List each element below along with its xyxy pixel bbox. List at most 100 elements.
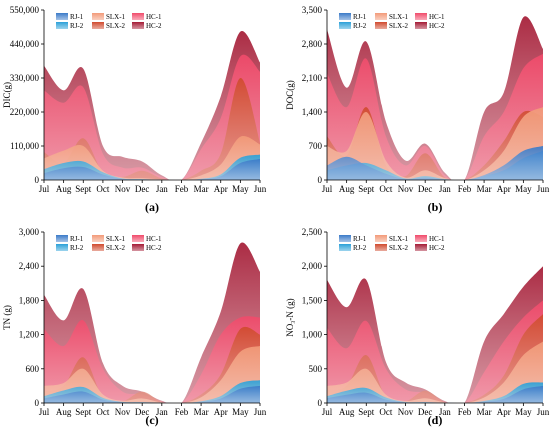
y-tick-label: 700 — [309, 141, 323, 151]
legend-swatch-hc-2 — [415, 244, 427, 251]
y-axis-label: DOC(g) — [285, 80, 295, 110]
y-tick-label: 550,000 — [10, 5, 40, 15]
x-tick-label: Oct — [379, 184, 392, 194]
x-tick-label: Jan — [439, 184, 451, 194]
legend-swatch-rj-1 — [339, 13, 351, 20]
legend-swatch-slx-1 — [92, 235, 104, 242]
y-tick-label: 440,000 — [10, 39, 40, 49]
panel-a: 0 110,000 220,000 330,000 440,000 550,000 Jul A… — [2, 5, 267, 214]
legend-swatch-slx-2 — [92, 244, 104, 251]
x-tick-label: Jul — [39, 184, 50, 194]
y-tick-label: 0 — [35, 398, 40, 408]
legend-label-slx-1: SLX-1 — [106, 235, 126, 243]
x-tick-label: Jun — [254, 407, 267, 417]
x-tick-label: Jan — [439, 407, 451, 417]
x-tick-label: Dec — [418, 407, 433, 417]
legend-swatch-rj-2 — [56, 22, 68, 29]
series-area-slx-1 — [327, 107, 543, 180]
series-area-hc-1 — [44, 54, 260, 180]
legend-swatch-slx-2 — [375, 244, 387, 251]
x-tick-label: Mar — [194, 184, 209, 194]
y-tick-label: 2,400 — [19, 261, 40, 271]
y-tick-label: 2,500 — [302, 227, 323, 237]
legend-swatch-slx-2 — [92, 22, 104, 29]
x-tick-label: Jul — [322, 407, 333, 417]
x-tick-label: Apr — [214, 407, 228, 417]
x-tick-label: Apr — [497, 184, 511, 194]
panel-label: (d) — [428, 413, 443, 427]
legend-label-slx-1: SLX-1 — [106, 13, 126, 21]
legend-swatch-rj-2 — [56, 244, 68, 251]
x-tick-label: Sept — [75, 407, 92, 417]
x-tick-label: May — [232, 407, 249, 417]
y-tick-label: 2,000 — [302, 261, 323, 271]
x-tick-label: Dec — [135, 407, 150, 417]
legend-label-hc-2: HC-2 — [429, 244, 445, 252]
legend-swatch-slx-2 — [375, 22, 387, 29]
x-tick-label: Oct — [379, 407, 392, 417]
x-tick-label: Oct — [96, 184, 109, 194]
y-axis-label: DIC(g) — [2, 82, 12, 108]
series-area-rj-2 — [44, 380, 260, 403]
panel-label: (b) — [428, 200, 443, 214]
legend-swatch-hc-1 — [132, 235, 144, 242]
x-tick-label: Sept — [358, 184, 375, 194]
x-tick-label: Jan — [156, 407, 168, 417]
y-tick-label: 110,000 — [10, 141, 39, 151]
x-tick-label: Dec — [418, 184, 433, 194]
legend-label-slx-1: SLX-1 — [389, 235, 409, 243]
plot-area — [327, 266, 543, 403]
y-tick-label: 0 — [318, 398, 323, 408]
series-area-hc-1 — [327, 53, 543, 180]
x-tick-label: Aug — [339, 184, 355, 194]
legend-swatch-hc-2 — [132, 22, 144, 29]
series-area-rj-1 — [327, 146, 543, 180]
y-tick-label: 500 — [309, 364, 323, 374]
legend-label-slx-2: SLX-2 — [106, 244, 126, 252]
x-tick-label: Aug — [56, 184, 72, 194]
y-axis-label: TN (g) — [2, 305, 12, 330]
y-tick-label: 3,500 — [302, 5, 323, 15]
plot-area — [44, 31, 260, 180]
legend-label-hc-2: HC-2 — [429, 22, 445, 30]
y-axis-label: NO₃-N (g) — [285, 298, 295, 336]
legend-label-rj-1: RJ-1 — [353, 13, 367, 21]
legend-swatch-rj-2 — [339, 22, 351, 29]
legend-label-hc-1: HC-1 — [146, 235, 162, 243]
x-tick-label: Nov — [115, 407, 131, 417]
x-tick-label: Sept — [75, 184, 92, 194]
series-area-hc-1 — [327, 300, 543, 403]
x-tick-label: Sept — [358, 407, 375, 417]
legend-label-rj-2: RJ-2 — [70, 22, 84, 30]
x-tick-label: Aug — [339, 407, 355, 417]
x-tick-label: Nov — [115, 184, 131, 194]
series-area-slx-1 — [44, 136, 260, 180]
x-tick-label: Apr — [497, 407, 511, 417]
panel-label: (a) — [145, 200, 159, 214]
legend-label-hc-2: HC-2 — [146, 244, 162, 252]
x-tick-label: Apr — [214, 184, 228, 194]
legend-label-slx-1: SLX-1 — [389, 13, 409, 21]
panel-label: (c) — [145, 413, 158, 427]
x-tick-label: Jun — [254, 184, 267, 194]
y-tick-label: 1,500 — [302, 295, 323, 305]
x-tick-label: Nov — [398, 407, 414, 417]
y-tick-label: 0 — [318, 175, 323, 185]
series-area-rj-1 — [327, 385, 543, 403]
y-tick-label: 0 — [35, 175, 40, 185]
series-area-hc-1 — [44, 316, 260, 403]
legend-label-rj-1: RJ-1 — [353, 235, 367, 243]
legend-swatch-slx-1 — [375, 235, 387, 242]
x-tick-label: Oct — [96, 407, 109, 417]
panel-d: 0 500 1,000 1,500 2,000 2,500 Jul Aug Sept Oct Nov… — [285, 227, 550, 427]
legend-swatch-slx-1 — [375, 13, 387, 20]
x-tick-label: Nov — [398, 184, 414, 194]
x-tick-label: Dec — [135, 184, 150, 194]
legend-swatch-rj-1 — [56, 235, 68, 242]
plot-area — [44, 242, 260, 403]
x-tick-label: Jul — [322, 184, 333, 194]
y-tick-label: 1,400 — [302, 107, 323, 117]
